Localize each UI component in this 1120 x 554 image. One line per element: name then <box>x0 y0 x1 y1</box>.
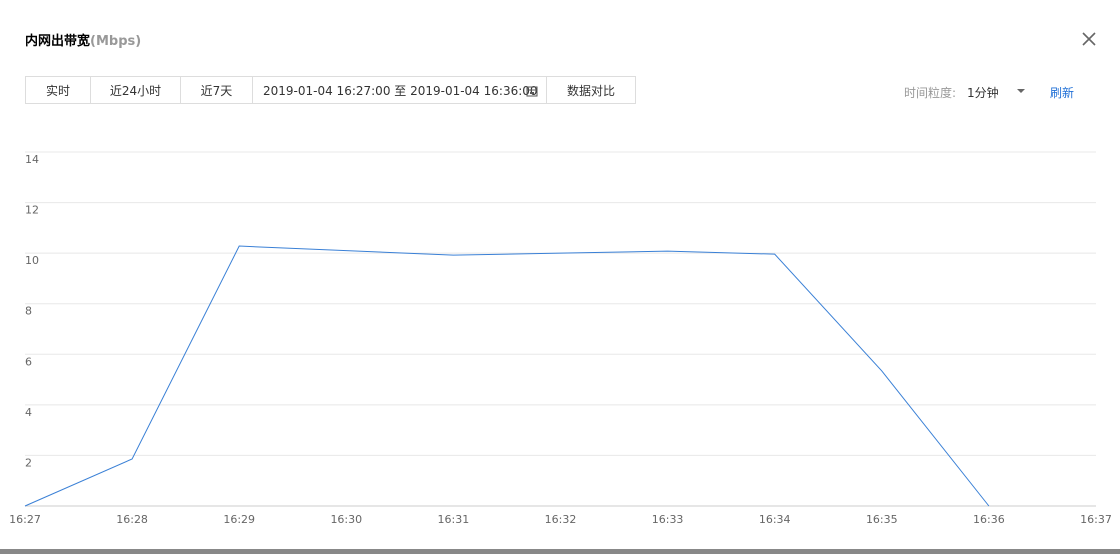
x-tick-label: 16:30 <box>330 513 362 526</box>
x-tick-label: 16:37 <box>1080 513 1112 526</box>
y-tick-label: 8 <box>25 305 32 318</box>
range-button[interactable]: 近7天 <box>180 76 253 104</box>
date-range: 2019-01-04 16:27:00 至 2019-01-04 16:36:0… <box>263 84 538 98</box>
y-tick-label: 2 <box>25 456 32 469</box>
y-tick-label: 14 <box>25 153 39 166</box>
y-tick-label: 6 <box>25 355 32 368</box>
x-tick-label: 16:32 <box>545 513 577 526</box>
unit: (Mbps) <box>90 34 142 49</box>
close-button[interactable] <box>1080 30 1098 48</box>
granularity-select[interactable]: 1分钟 <box>967 86 999 100</box>
calendar-icon <box>526 86 538 97</box>
title: 内网出带宽 <box>25 34 91 49</box>
refresh-link[interactable]: 刷新 <box>1050 86 1075 100</box>
x-tick-label: 16:36 <box>973 513 1005 526</box>
range-button[interactable]: 实时 <box>25 76 91 104</box>
bottom-edge <box>0 549 1120 554</box>
compare-button[interactable]: 数据对比 <box>546 76 636 104</box>
x-tick-label: 16:34 <box>759 513 791 526</box>
y-tick-label: 4 <box>25 406 32 419</box>
line <box>24 245 990 507</box>
y-tick-label: 10 <box>25 254 39 267</box>
x-tick-label: 16:27 <box>9 513 41 526</box>
x-tick-label: 16:28 <box>116 513 148 526</box>
x-tick-label: 16:35 <box>866 513 898 526</box>
x-tick-label: 16:31 <box>438 513 470 526</box>
date-picker[interactable]: 2019-01-04 16:27:00 至 2019-01-04 16:36:0… <box>252 76 547 104</box>
granularity-label: 时间粒度: <box>904 86 957 100</box>
x-tick-label: 16:33 <box>652 513 684 526</box>
x-tick-label: 16:29 <box>223 513 255 526</box>
dropdown-arrow <box>1017 89 1025 93</box>
range-button[interactable]: 近24小时 <box>90 76 181 104</box>
y-tick-label: 12 <box>25 204 39 217</box>
dialog-title: 内网出带宽(Mbps) <box>25 30 141 49</box>
